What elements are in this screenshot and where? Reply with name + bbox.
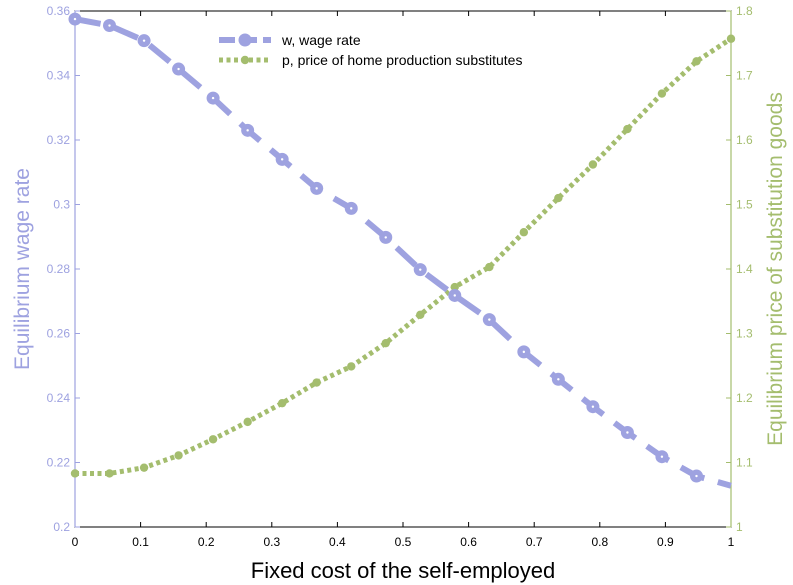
left-y-tick-label: 0.36 xyxy=(47,4,71,18)
data-point-wage-center xyxy=(695,474,698,478)
left-y-tick-label: 0.2 xyxy=(53,520,70,534)
left-y-tick-label: 0.34 xyxy=(47,69,71,83)
x-axis-label: Fixed cost of the self-employed xyxy=(251,558,555,583)
x-tick-label: 0.8 xyxy=(591,535,608,549)
data-point-wage-center xyxy=(73,17,77,21)
left-y-tick-label: 0.28 xyxy=(47,262,71,276)
data-point-price xyxy=(105,469,114,478)
data-point-price xyxy=(243,417,252,427)
data-point-price xyxy=(347,362,356,371)
legend-marker-price xyxy=(240,55,250,65)
data-point-wage-center xyxy=(142,39,146,42)
data-point-wage-center xyxy=(350,207,353,210)
data-point-price xyxy=(312,378,321,387)
right-y-tick-label: 1.1 xyxy=(736,456,753,470)
data-point-wage-center xyxy=(522,350,526,354)
data-point-price xyxy=(381,338,390,348)
legend: w, wage rate p, price of home production… xyxy=(219,32,522,68)
data-point-wage-center xyxy=(280,158,284,161)
right-y-tick-label: 1.2 xyxy=(736,391,753,405)
data-point-wage-center xyxy=(315,187,318,190)
plot-area xyxy=(74,10,732,528)
right-y-axis-label: Equilibrium price of substitution goods xyxy=(764,92,787,446)
left-y-tick-label: 0.32 xyxy=(47,133,71,147)
data-point-wage-center xyxy=(591,405,595,408)
data-point-wage-center xyxy=(108,24,111,27)
data-point-price xyxy=(174,451,183,460)
data-point-price xyxy=(657,89,667,98)
data-point-wage-center xyxy=(177,67,180,71)
legend-marker-wage xyxy=(238,33,252,47)
right-y-tick-label: 1.4 xyxy=(736,262,753,276)
data-point-wage-center xyxy=(211,96,215,100)
x-tick-label: 0.6 xyxy=(460,535,477,549)
right-y-tick-label: 1 xyxy=(736,520,743,534)
data-point-price xyxy=(277,398,287,408)
right-y-tick-label: 1.7 xyxy=(736,69,753,83)
left-y-tick-label: 0.26 xyxy=(47,327,71,341)
x-tick-label: 1 xyxy=(728,535,735,549)
data-point-price xyxy=(208,435,218,444)
data-point-price xyxy=(70,469,80,478)
data-point-price xyxy=(554,193,563,203)
x-tick-label: 0.3 xyxy=(263,535,280,549)
data-point-price xyxy=(139,463,149,472)
data-point-price xyxy=(519,228,529,237)
left-y-tick-label: 0.22 xyxy=(47,456,71,470)
left-y-tick-label: 0.3 xyxy=(53,198,70,212)
x-axis: 0 0.1 0.2 0.3 0.4 0.5 0.6 0.7 0.8 0.9 1 xyxy=(72,11,735,549)
series-layer xyxy=(68,12,736,489)
x-tick-label: 0.7 xyxy=(526,535,543,549)
data-point-wage-center xyxy=(453,294,456,297)
data-point-price xyxy=(485,262,494,272)
right-y-tick-label: 1.3 xyxy=(736,327,753,341)
data-point-price xyxy=(726,34,736,43)
series-line-price xyxy=(75,36,733,476)
x-tick-label: 0.9 xyxy=(657,535,674,549)
right-y-tick-label: 1.6 xyxy=(736,133,753,147)
legend-label-wage: w, wage rate xyxy=(281,32,361,48)
x-tick-label: 0.2 xyxy=(198,535,215,549)
data-point-wage-center xyxy=(626,431,629,434)
x-tick-label: 0 xyxy=(72,535,79,549)
data-point-price xyxy=(450,282,459,292)
left-y-axis-label: Equilibrium wage rate xyxy=(11,168,34,370)
x-tick-label: 0.4 xyxy=(329,535,346,549)
data-point-wage-center xyxy=(246,129,249,132)
data-point-price xyxy=(692,57,701,66)
right-y-tick-label: 1.5 xyxy=(736,198,753,212)
data-point-price xyxy=(588,160,598,169)
data-point-price xyxy=(623,124,632,134)
series-line-wage xyxy=(74,16,732,489)
left-y-tick-label: 0.24 xyxy=(47,391,71,405)
data-point-wage-center xyxy=(660,455,664,458)
right-y-axis: 1 1.1 1.2 1.3 1.4 1.5 1.6 1.7 1.8 xyxy=(726,4,753,534)
data-point-wage-center xyxy=(419,268,422,271)
right-y-tick-label: 1.8 xyxy=(736,4,753,18)
data-point-wage-center xyxy=(557,378,560,381)
left-y-axis: 0.2 0.22 0.24 0.26 0.28 0.3 0.32 0.34 0.36 xyxy=(47,4,80,534)
data-point-price xyxy=(416,310,425,319)
data-point-wage-center xyxy=(384,236,387,239)
x-tick-label: 0.1 xyxy=(132,535,149,549)
data-point-wage-center xyxy=(488,318,491,321)
x-tick-label: 0.5 xyxy=(395,535,412,549)
legend-label-price: p, price of home production substitutes xyxy=(282,52,522,68)
